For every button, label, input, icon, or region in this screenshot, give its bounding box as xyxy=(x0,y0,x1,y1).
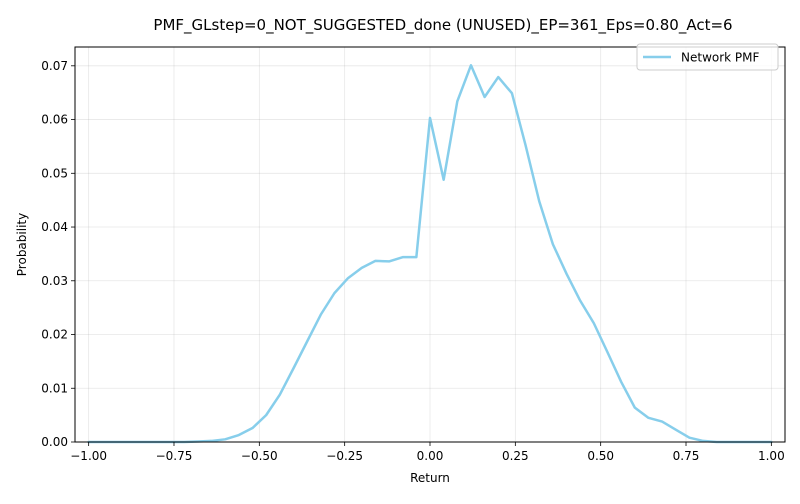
y-tick-label: 0.02 xyxy=(41,328,68,342)
y-tick-label: 0.01 xyxy=(41,381,68,395)
x-tick-label: 0.25 xyxy=(502,449,529,463)
x-tick-label: 0.00 xyxy=(417,449,444,463)
x-tick-label: 0.50 xyxy=(587,449,614,463)
x-axis-label: Return xyxy=(410,471,450,485)
x-tick-label: −0.25 xyxy=(326,449,363,463)
legend: Network PMF xyxy=(637,44,778,70)
x-tick-label: −1.00 xyxy=(70,449,107,463)
chart-title: PMF_GLstep=0_NOT_SUGGESTED_done (UNUSED)… xyxy=(153,16,732,35)
y-tick-label: 0.03 xyxy=(41,274,68,288)
x-tick-label: −0.50 xyxy=(241,449,278,463)
x-tick-label: 0.75 xyxy=(673,449,700,463)
legend-label: Network PMF xyxy=(681,51,760,65)
x-tick-label: −0.75 xyxy=(156,449,193,463)
y-tick-label: 0.05 xyxy=(41,166,68,180)
y-tick-label: 0.06 xyxy=(41,113,68,127)
y-axis-label: Probability xyxy=(15,213,29,276)
y-tick-label: 0.00 xyxy=(41,435,68,449)
y-tick-label: 0.07 xyxy=(41,59,68,73)
x-tick-label: 1.00 xyxy=(758,449,785,463)
y-tick-label: 0.04 xyxy=(41,220,68,234)
